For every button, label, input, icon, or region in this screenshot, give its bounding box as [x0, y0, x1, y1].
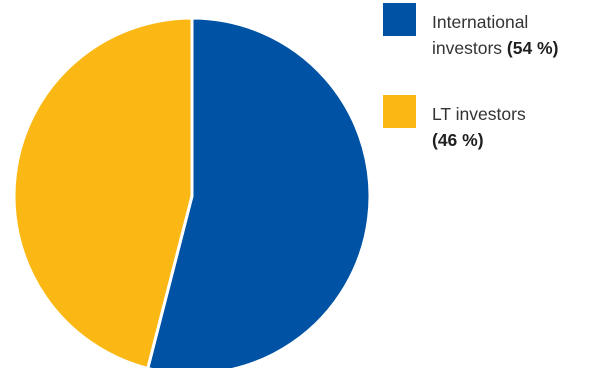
legend-label-international: International investors (54 %): [432, 9, 611, 61]
pie-slice-lt: [12, 16, 194, 368]
legend-item-international: International investors (54 %): [383, 3, 611, 95]
legend: International investors (54 %) LT invest…: [383, 3, 611, 187]
legend-value-international: (54 %): [506, 38, 559, 58]
pie-chart: [12, 16, 372, 368]
legend-label-lt: LT investors (46 %): [432, 101, 611, 153]
legend-swatch-lt: [383, 95, 416, 128]
legend-label-international-line2: investors: [432, 38, 503, 58]
pie-slice-international: [146, 16, 372, 368]
legend-swatch-international: [383, 3, 416, 36]
legend-value-lt: (46 %): [432, 130, 484, 150]
legend-label-lt-line1: LT investors: [432, 104, 526, 124]
legend-label-international-line1: International: [432, 12, 529, 32]
legend-item-lt: LT investors (46 %): [383, 95, 611, 187]
